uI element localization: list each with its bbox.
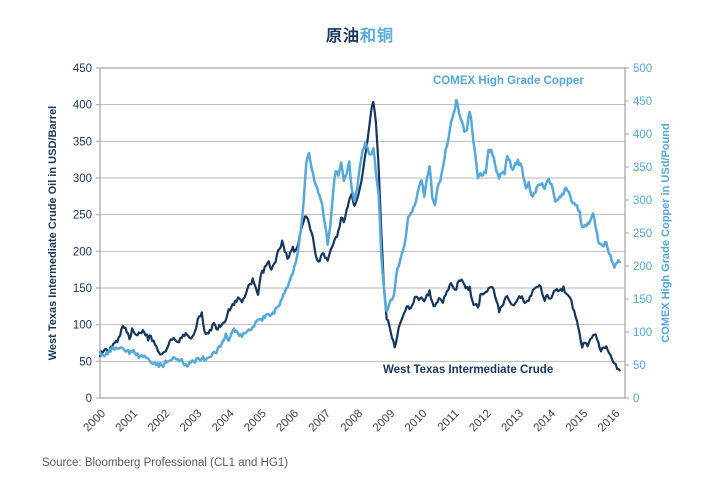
right-axis-tick-label: 0 xyxy=(633,393,639,405)
source-note: Source: Bloomberg Professional (CL1 and … xyxy=(42,457,289,469)
left-axis-tick-label: 350 xyxy=(73,136,92,148)
x-axis-tick-label: 2016 xyxy=(596,408,623,435)
oil-series-inline-label: West Texas Intermediate Crude xyxy=(383,364,554,376)
x-axis-tick-label: 2004 xyxy=(210,407,237,434)
left-axis-tick-label: 250 xyxy=(73,210,92,222)
right-axis-tick-label: 450 xyxy=(633,96,652,108)
x-axis-tick-label: 2014 xyxy=(532,407,559,434)
x-axis-tick-label: 2008 xyxy=(339,408,366,435)
copper-series-line xyxy=(98,98,621,369)
left-axis-title: West Texas Intermediate Crude Oil in USD… xyxy=(47,105,59,361)
x-axis-tick-label: 2015 xyxy=(564,408,591,435)
right-axis-tick-label: 200 xyxy=(633,261,652,273)
left-axis-tick-label: 200 xyxy=(73,246,92,258)
right-axis-tick-label: 150 xyxy=(633,294,652,306)
right-axis-tick-label: 300 xyxy=(633,195,652,207)
x-axis-tick-label: 2009 xyxy=(371,408,398,435)
x-axis-tick-label: 2013 xyxy=(499,408,526,435)
right-axis-tick-label: 400 xyxy=(633,129,652,141)
right-axis-tick-label: 350 xyxy=(633,162,652,174)
copper-series-inline-label: COMEX High Grade Copper xyxy=(433,75,584,87)
x-axis-tick-label: 2002 xyxy=(146,408,173,435)
x-axis-tick-label: 2000 xyxy=(82,408,109,435)
chart-title-oil-part: 原油 xyxy=(325,28,360,45)
x-axis-tick-label: 2010 xyxy=(403,408,430,435)
x-axis-tick-label: 2003 xyxy=(178,408,205,435)
x-axis-tick-label: 2005 xyxy=(242,408,269,435)
left-axis-tick-label: 400 xyxy=(73,100,92,112)
plot-border xyxy=(99,67,626,399)
right-axis-title: COMEX High Grade Copper in USd/Pound xyxy=(660,123,672,343)
x-axis-tick-label: 2012 xyxy=(467,408,494,435)
right-axis-tick-label: 500 xyxy=(633,63,652,75)
left-axis-tick-label: 100 xyxy=(73,320,92,332)
left-axis-tick-label: 450 xyxy=(73,63,92,75)
left-axis-tick-label: 150 xyxy=(73,283,92,295)
right-axis-tick-label: 100 xyxy=(633,327,652,339)
x-axis-tick-label: 2001 xyxy=(114,408,141,435)
x-axis-tick-label: 2006 xyxy=(274,408,301,435)
x-axis-tick-label: 2011 xyxy=(436,408,462,434)
chart-title: 原油和铜 xyxy=(0,22,720,46)
right-axis-tick-label: 50 xyxy=(633,360,646,372)
oil-series-line xyxy=(98,100,621,372)
x-axis-tick-label: 2007 xyxy=(307,408,334,435)
chart-title-copper-part: 和铜 xyxy=(360,28,395,45)
left-axis-tick-label: 50 xyxy=(79,356,92,368)
left-axis-tick-label: 300 xyxy=(73,173,92,185)
left-axis-tick-label: 0 xyxy=(86,393,92,405)
right-axis-tick-label: 250 xyxy=(633,228,652,240)
